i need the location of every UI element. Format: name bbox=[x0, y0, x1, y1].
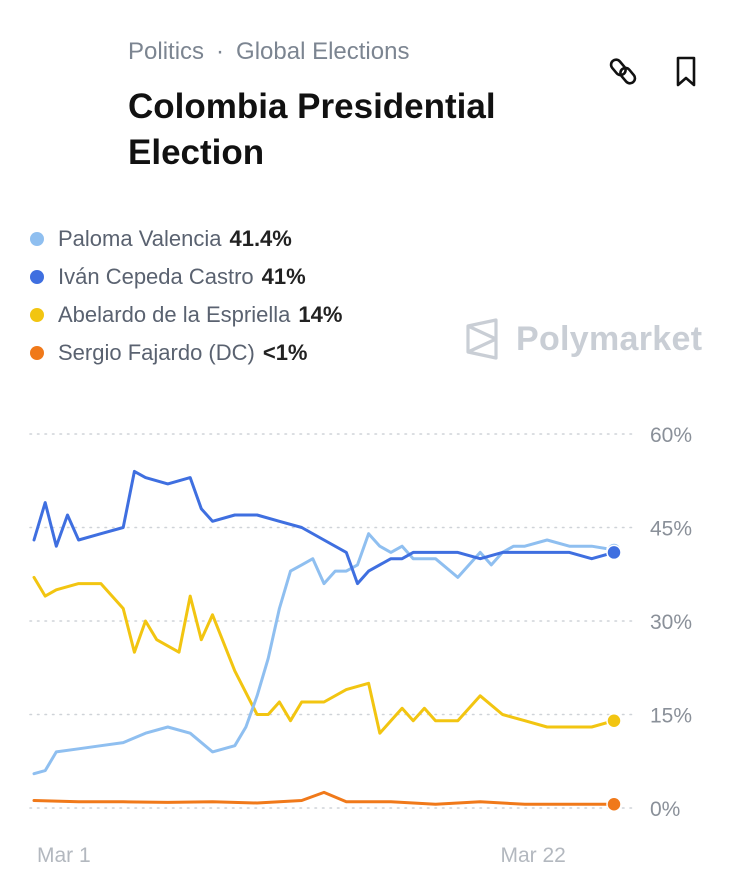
legend-value: 41.4% bbox=[229, 226, 292, 251]
copy-link-button[interactable] bbox=[604, 52, 644, 92]
legend-dot bbox=[30, 308, 44, 322]
flag-stripe-yellow bbox=[30, 36, 106, 74]
link-icon bbox=[609, 58, 637, 85]
series-end-dot bbox=[606, 796, 622, 813]
legend-item: Abelardo de la Espriella 14% bbox=[30, 296, 342, 334]
series-line bbox=[32, 532, 616, 776]
chart-legend: Paloma Valencia 41.4% Iván Cepeda Castro… bbox=[30, 220, 342, 372]
legend-label: Paloma Valencia bbox=[58, 226, 222, 251]
legend-value: <1% bbox=[262, 340, 308, 365]
legend-dot bbox=[30, 232, 44, 246]
series-end-dot bbox=[606, 712, 622, 729]
legend-label: Abelardo de la Espriella bbox=[58, 302, 291, 327]
breadcrumb-global-elections[interactable]: Global Elections bbox=[236, 38, 410, 65]
colombia-flag-icon bbox=[30, 36, 106, 112]
breadcrumb-politics[interactable]: Politics bbox=[128, 38, 205, 65]
legend-value: 41% bbox=[261, 264, 306, 289]
breadcrumb: Politics · Global Elections bbox=[128, 38, 409, 66]
legend-dot bbox=[30, 270, 44, 284]
series-line bbox=[32, 575, 616, 735]
legend-label: Sergio Fajardo (DC) bbox=[58, 340, 255, 365]
series-line bbox=[32, 469, 616, 586]
bookmark-icon bbox=[676, 56, 696, 87]
y-tick-label: 60% bbox=[650, 424, 692, 447]
legend-item: Paloma Valencia 41.4% bbox=[30, 220, 342, 258]
polymarket-watermark: Polymarket bbox=[462, 318, 702, 360]
x-tick-label: Mar 1 bbox=[37, 844, 91, 867]
series-line bbox=[32, 790, 616, 806]
y-tick-label: 45% bbox=[650, 518, 692, 541]
bookmark-button[interactable] bbox=[666, 52, 706, 92]
y-tick-label: 30% bbox=[650, 611, 692, 634]
legend-label: Iván Cepeda Castro bbox=[58, 264, 254, 289]
watermark-text: Polymarket bbox=[516, 319, 703, 358]
price-chart: 0% 15% 30% 45% 60% Mar 1 Mar 22 bbox=[29, 424, 692, 867]
series-end-dot bbox=[606, 544, 622, 561]
polymarket-logo-icon bbox=[466, 318, 498, 360]
y-tick-label: 15% bbox=[650, 705, 692, 728]
legend-item: Iván Cepeda Castro 41% bbox=[30, 258, 342, 296]
legend-item: Sergio Fajardo (DC) <1% bbox=[30, 334, 342, 372]
legend-dot bbox=[30, 346, 44, 360]
flag-stripe-blue bbox=[30, 74, 106, 93]
legend-value: 14% bbox=[298, 302, 343, 327]
flag-stripe-red bbox=[30, 93, 106, 112]
breadcrumb-separator: · bbox=[216, 38, 225, 65]
page-title: Colombia Presidential Election bbox=[128, 87, 496, 172]
x-tick-label: Mar 22 bbox=[500, 844, 565, 867]
y-tick-label: 0% bbox=[650, 798, 680, 821]
